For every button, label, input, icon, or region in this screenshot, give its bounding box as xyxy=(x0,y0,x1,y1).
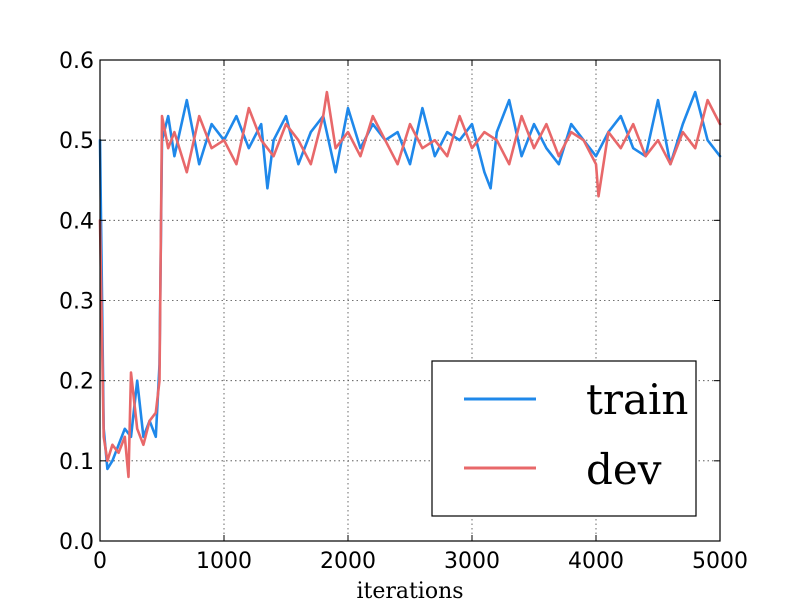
series-line-train xyxy=(98,90,722,471)
x-axis-label: iterations xyxy=(356,579,463,600)
y-tick-label: 0.2 xyxy=(59,370,94,395)
legend-label-dev: dev xyxy=(586,445,662,494)
x-tick-label: 1000 xyxy=(196,549,252,574)
y-tick-label: 0.6 xyxy=(59,49,94,74)
series-layer xyxy=(98,90,722,479)
legend-box xyxy=(431,360,697,517)
y-tick-label: 0.1 xyxy=(59,450,94,475)
x-tick-label: 3000 xyxy=(444,549,500,574)
x-tick-label: 2000 xyxy=(320,549,376,574)
ticks: 0 1000 2000 3000 4000 5000 0.0 0.1 0.2 0.3 0.4 0.5 0… xyxy=(59,49,748,574)
x-tick-label: 0 xyxy=(93,549,107,574)
y-tick-label: 0.3 xyxy=(59,290,94,315)
y-tick-label: 0.4 xyxy=(59,209,94,234)
series-line-dev xyxy=(98,90,722,479)
x-tick-label: 5000 xyxy=(692,549,748,574)
legend-label-train: train xyxy=(586,375,688,424)
y-tick-label: 0.0 xyxy=(59,530,94,555)
x-tick-label: 4000 xyxy=(568,549,624,574)
y-tick-label: 0.5 xyxy=(59,129,94,154)
legend: train dev xyxy=(431,360,697,517)
